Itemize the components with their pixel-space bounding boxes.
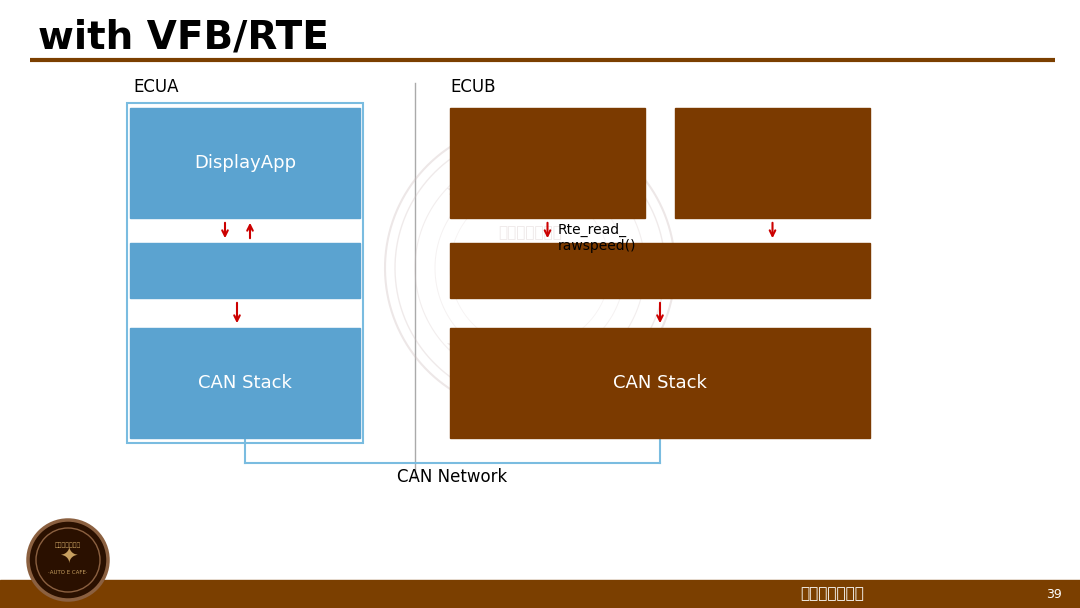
Text: ECUB: ECUB	[450, 78, 496, 96]
Text: CAN Stack: CAN Stack	[198, 374, 292, 392]
Bar	[130, 108, 360, 218]
Text: DisplayApp: DisplayApp	[194, 154, 296, 172]
Text: CAN Stack: CAN Stack	[613, 374, 707, 392]
Text: ★: ★	[445, 183, 459, 198]
Text: ECUA: ECUA	[133, 78, 178, 96]
Text: ✦: ✦	[58, 548, 78, 568]
Bar	[675, 108, 870, 218]
Text: ★: ★	[600, 338, 615, 353]
Text: Rte_read_
rawspeed(): Rte_read_ rawspeed()	[557, 223, 636, 254]
Text: ★: ★	[445, 338, 459, 353]
Bar	[127, 103, 363, 443]
Bar	[450, 328, 870, 438]
Text: 汽车电子咖啡厅: 汽车电子咖啡厅	[498, 226, 562, 241]
Text: 39: 39	[1047, 587, 1062, 601]
Bar	[450, 243, 870, 298]
Text: 汽车电子咖啡厅: 汽车电子咖啡厅	[55, 542, 81, 548]
Text: CAN Network: CAN Network	[397, 468, 508, 486]
Bar	[130, 328, 360, 438]
Text: 汽车电子: 汽车电子	[510, 272, 540, 285]
Text: ★: ★	[600, 183, 615, 198]
Text: with VFB/RTE: with VFB/RTE	[38, 18, 329, 56]
Text: 汽车电子咖啡厅: 汽车电子咖啡厅	[800, 587, 864, 601]
Bar	[0, 580, 1080, 608]
Bar	[130, 243, 360, 298]
Bar	[450, 108, 645, 218]
Circle shape	[28, 520, 108, 600]
Text: ·AUTO E CAFE·: ·AUTO E CAFE·	[49, 570, 87, 575]
